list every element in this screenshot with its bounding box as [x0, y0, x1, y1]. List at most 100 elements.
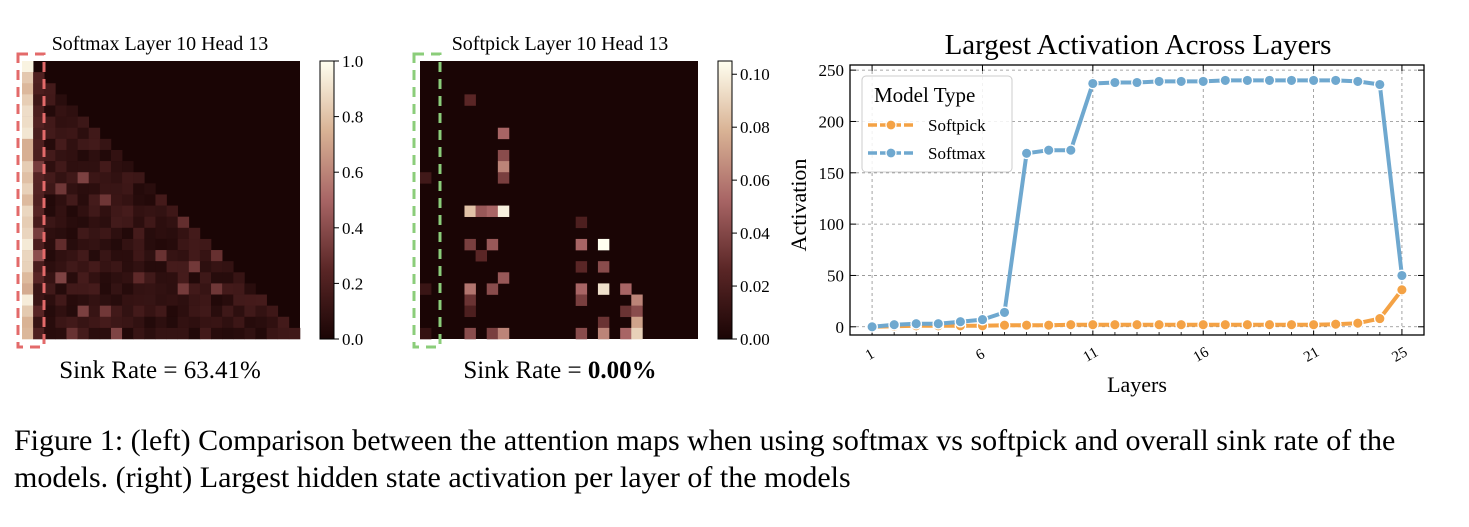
softmax-heatmap-cell — [33, 261, 45, 273]
series-point-softmax — [1109, 76, 1121, 89]
softmax-heatmap-cell — [133, 238, 145, 251]
softmax-heatmap-cell — [66, 149, 78, 162]
softpick-heatmap-cell — [497, 172, 510, 184]
softpick-heatmap-title: Softpick Layer 10 Head 13 — [452, 33, 669, 55]
series-point-softmax — [1131, 76, 1143, 89]
softmax-heatmap-cell — [110, 250, 123, 262]
softmax-heatmap-cell — [22, 227, 34, 240]
softmax-heatmap-cell — [110, 194, 123, 206]
softmax-heatmap-cell — [144, 272, 156, 284]
softmax-heatmap-cell — [199, 272, 212, 284]
softmax-heatmap-cell — [99, 138, 112, 151]
series-point-softpick — [1064, 318, 1077, 331]
series-point-softmax — [888, 318, 901, 331]
softmax-heatmap-cell — [144, 294, 156, 306]
softmax-heatmap-cell — [66, 105, 78, 117]
softmax-heatmap-cell — [110, 316, 123, 329]
softmax-heatmap-cell — [177, 316, 190, 329]
softmax-heatmap-cell — [22, 238, 34, 251]
colorbar-tick-label: 0.8 — [342, 108, 363, 127]
colorbar-tick-label: 1.0 — [342, 52, 363, 71]
softmax-heatmap-cell — [66, 283, 78, 295]
softmax-heatmap-cell — [99, 149, 112, 162]
softpick-heatmap-cell — [475, 205, 488, 217]
softmax-heatmap-cell — [44, 127, 56, 140]
softmax-heatmap-cell — [33, 227, 45, 240]
series-point-softpick — [1153, 318, 1165, 331]
softmax-heatmap-cell — [77, 205, 90, 217]
softmax-heatmap-cell — [88, 227, 101, 240]
softmax-heatmap-cell — [55, 238, 67, 251]
series-point-softpick — [1020, 319, 1033, 332]
softpick-sink-highlight-box — [412, 52, 442, 349]
softmax-heatmap-cell — [99, 316, 112, 329]
softmax-heatmap-cell — [277, 316, 290, 329]
softmax-heatmap-cell — [144, 227, 156, 240]
softmax-heatmap-cell — [199, 294, 212, 306]
softpick-colorbar — [717, 60, 733, 340]
softpick-heatmap-cell — [475, 250, 488, 262]
softmax-heatmap-cell — [44, 94, 56, 106]
softmax-heatmap-cell — [44, 183, 56, 195]
softmax-heatmap-cell — [22, 105, 34, 117]
line-chart-series — [866, 74, 1408, 333]
softmax-heatmap-cell — [66, 316, 78, 329]
softmax-heatmap-cell — [122, 316, 134, 329]
softmax-heatmap-cell — [188, 227, 201, 240]
softmax-heatmap-cell — [22, 316, 34, 329]
softmax-heatmap-cell — [77, 194, 90, 206]
softmax-heatmap-cell — [44, 250, 56, 262]
softmax-heatmap-cell — [255, 305, 267, 318]
softmax-heatmap-cell — [88, 305, 101, 318]
softmax-heatmap-cell — [233, 316, 245, 329]
softmax-heatmap-cell — [155, 227, 167, 240]
x-tick-label: 6 — [973, 346, 988, 364]
softmax-heatmap-cell — [211, 272, 223, 284]
softmax-heatmap-cell — [66, 172, 78, 184]
softmax-heatmap-cell — [99, 172, 112, 184]
softmax-heatmap-cell — [66, 216, 78, 229]
softmax-heatmap-cell — [110, 283, 123, 295]
softmax-heatmap-cell — [66, 294, 78, 306]
softpick-heatmap-cell — [575, 283, 588, 295]
softmax-heatmap-cell — [88, 250, 101, 262]
softmax-heatmap-cell — [44, 316, 56, 329]
softmax-heatmap-cell — [88, 283, 101, 295]
softmax-heatmap-cell — [55, 105, 67, 117]
series-point-softmax — [1064, 144, 1077, 157]
softmax-heatmap-cell — [88, 272, 101, 284]
softmax-heatmap-cell — [22, 250, 34, 262]
softmax-heatmap-cell — [33, 327, 45, 340]
softmax-heatmap-cell — [155, 205, 167, 217]
series-point-softmax — [1042, 144, 1055, 157]
softmax-heatmap-cell — [110, 161, 123, 173]
softmax-heatmap-cell — [222, 305, 234, 318]
softmax-heatmap-cell — [110, 327, 123, 340]
softmax-heatmap-cell — [33, 183, 45, 195]
softmax-heatmap-cell — [199, 327, 212, 340]
softmax-heatmap-cell — [55, 194, 67, 206]
softmax-heatmap-cell — [133, 327, 145, 340]
legend-softpick-marker — [885, 119, 897, 131]
softmax-heatmap-cell — [110, 183, 123, 195]
softpick-heatmap-cell — [620, 327, 632, 340]
softmax-heatmap-cell — [55, 127, 67, 140]
softmax-heatmap-cell — [88, 127, 101, 140]
softmax-heatmap-cell — [44, 305, 56, 318]
series-point-softpick — [1263, 318, 1276, 331]
softmax-heatmap-cell — [33, 250, 45, 262]
softmax-heatmap-cell — [133, 194, 145, 206]
softmax-heatmap-cell — [55, 216, 67, 229]
softmax-heatmap-cell — [55, 316, 67, 329]
softmax-heatmap-cell — [99, 305, 112, 318]
softpick-heatmap-cell — [497, 272, 510, 284]
series-point-softpick — [1285, 318, 1298, 331]
series-point-softmax — [1351, 75, 1364, 88]
colorbar-tick-label: 0.02 — [740, 277, 770, 296]
softmax-heatmap-cell — [66, 238, 78, 251]
softmax-heatmap-cell — [77, 238, 90, 251]
colorbar-tick-label: 0.0 — [342, 330, 363, 349]
softmax-heatmap-cell — [122, 194, 134, 206]
softmax-heatmap-cell — [122, 172, 134, 184]
series-point-softpick — [1197, 318, 1210, 331]
